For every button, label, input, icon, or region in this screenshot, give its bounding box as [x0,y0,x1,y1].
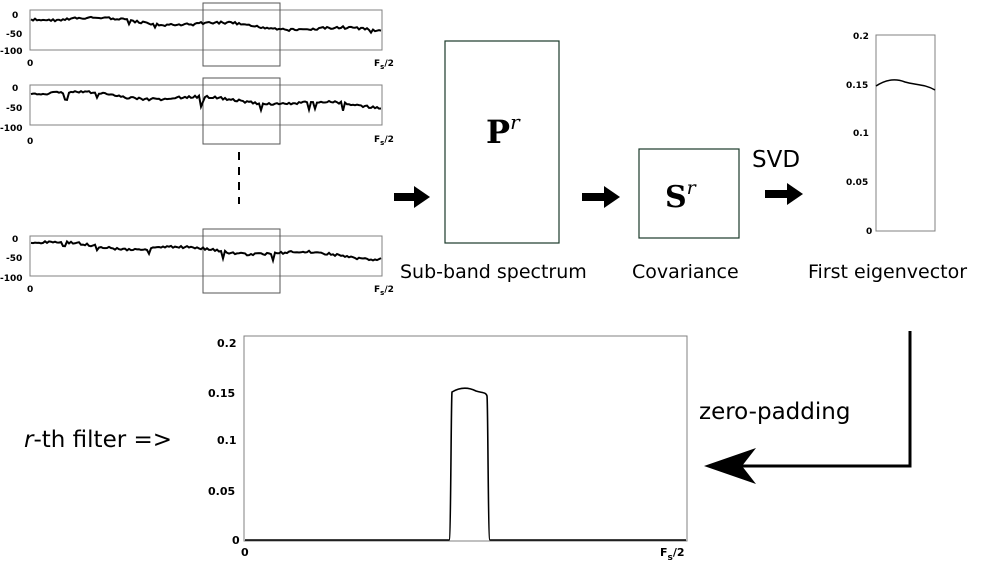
filter-x-start: 0 [241,546,249,559]
filter-tick-0.2: 0.2 [217,337,237,350]
filter-plot: 0.2 0.15 0.1 0.05 0 0 Fs/2 [208,335,688,562]
spectrum-1-tick-0: 0 [12,11,18,21]
filter-x-end: Fs/2 [660,546,685,562]
spectrum-2-tick-0: 0 [12,84,18,94]
spectrum-3-tick-0: 0 [12,235,18,245]
subband-symbol: Pr [486,110,521,151]
eigenvector-plot: 0.2 0.15 0.1 0.05 0 First eigenvector [808,32,967,283]
spectrum-2-tick-100: -100 [0,124,23,134]
spectrum-1-subband-window [202,2,281,67]
covariance-box [638,148,740,239]
eigenvector-curve [875,79,936,91]
filter-tick-0.05: 0.05 [208,485,235,498]
spectrum-panel-2: 0 -50 -100 0 Fs/2 [0,77,394,147]
spectrum-3-subband-window [202,228,281,294]
spectrum-3-x-start: 0 [27,285,33,295]
arrow-spectra-to-subband-icon [394,186,430,208]
spectrum-1-tick-50: -50 [6,30,22,40]
filter-label: r-th filter => [24,427,172,453]
arrow-subband-to-covariance-icon [582,186,620,208]
spectrum-3-tick-100: -100 [0,274,23,284]
spectrum-1-x-end: Fs/2 [374,59,394,71]
spectrum-1-curve [30,15,382,35]
zero-padding-label: zero-padding [699,399,850,425]
eigenvector-tick-0: 0 [866,227,872,237]
spectrum-1-tick-100: -100 [0,47,23,57]
spectrum-1-frame [29,9,383,51]
zero-padding-arrow-icon [704,331,912,484]
spectrum-2-frame [29,84,383,126]
spectrum-2-subband-window [202,77,281,145]
filter-tick-0: 0 [232,534,240,547]
spectrum-2-x-start: 0 [27,137,33,147]
arrow-svd-icon [765,183,803,205]
covariance-block: Sr Covariance [632,148,740,283]
eigenvector-frame [875,34,936,232]
subband-caption: Sub-band spectrum [400,261,587,283]
eigenvector-tick-0.05: 0.05 [846,178,868,188]
eigenvector-caption: First eigenvector [808,261,967,283]
spectrum-1-x-start: 0 [27,59,33,69]
covariance-caption: Covariance [632,261,739,283]
subband-spectrum-block: Pr Sub-band spectrum [400,40,587,283]
svd-label: SVD [752,147,800,173]
filter-plot-frame [243,335,688,542]
spectrum-panel-3: 0 -50 -100 0 Fs/2 [0,228,394,297]
spectrum-3-tick-50: -50 [6,254,22,264]
spectrum-2-x-end: Fs/2 [374,135,394,147]
eigenvector-tick-0.1: 0.1 [853,129,869,139]
spectrum-2-curve [30,90,382,114]
subband-spectrum-box [444,40,560,244]
filter-tick-0.1: 0.1 [217,434,237,447]
filter-curve [245,387,686,541]
filter-tick-0.15: 0.15 [208,387,235,400]
spectrum-panel-1: 0 -50 -100 0 Fs/2 [0,2,394,71]
spectrum-3-curve [30,239,382,265]
eigenvector-tick-0.2: 0.2 [853,32,869,42]
spectrum-3-frame [29,235,383,277]
spectrum-2-tick-50: -50 [6,104,22,114]
eigenvector-tick-0.15: 0.15 [846,81,868,91]
spectrum-3-x-end: Fs/2 [374,285,394,297]
covariance-symbol: Sr [665,177,698,215]
